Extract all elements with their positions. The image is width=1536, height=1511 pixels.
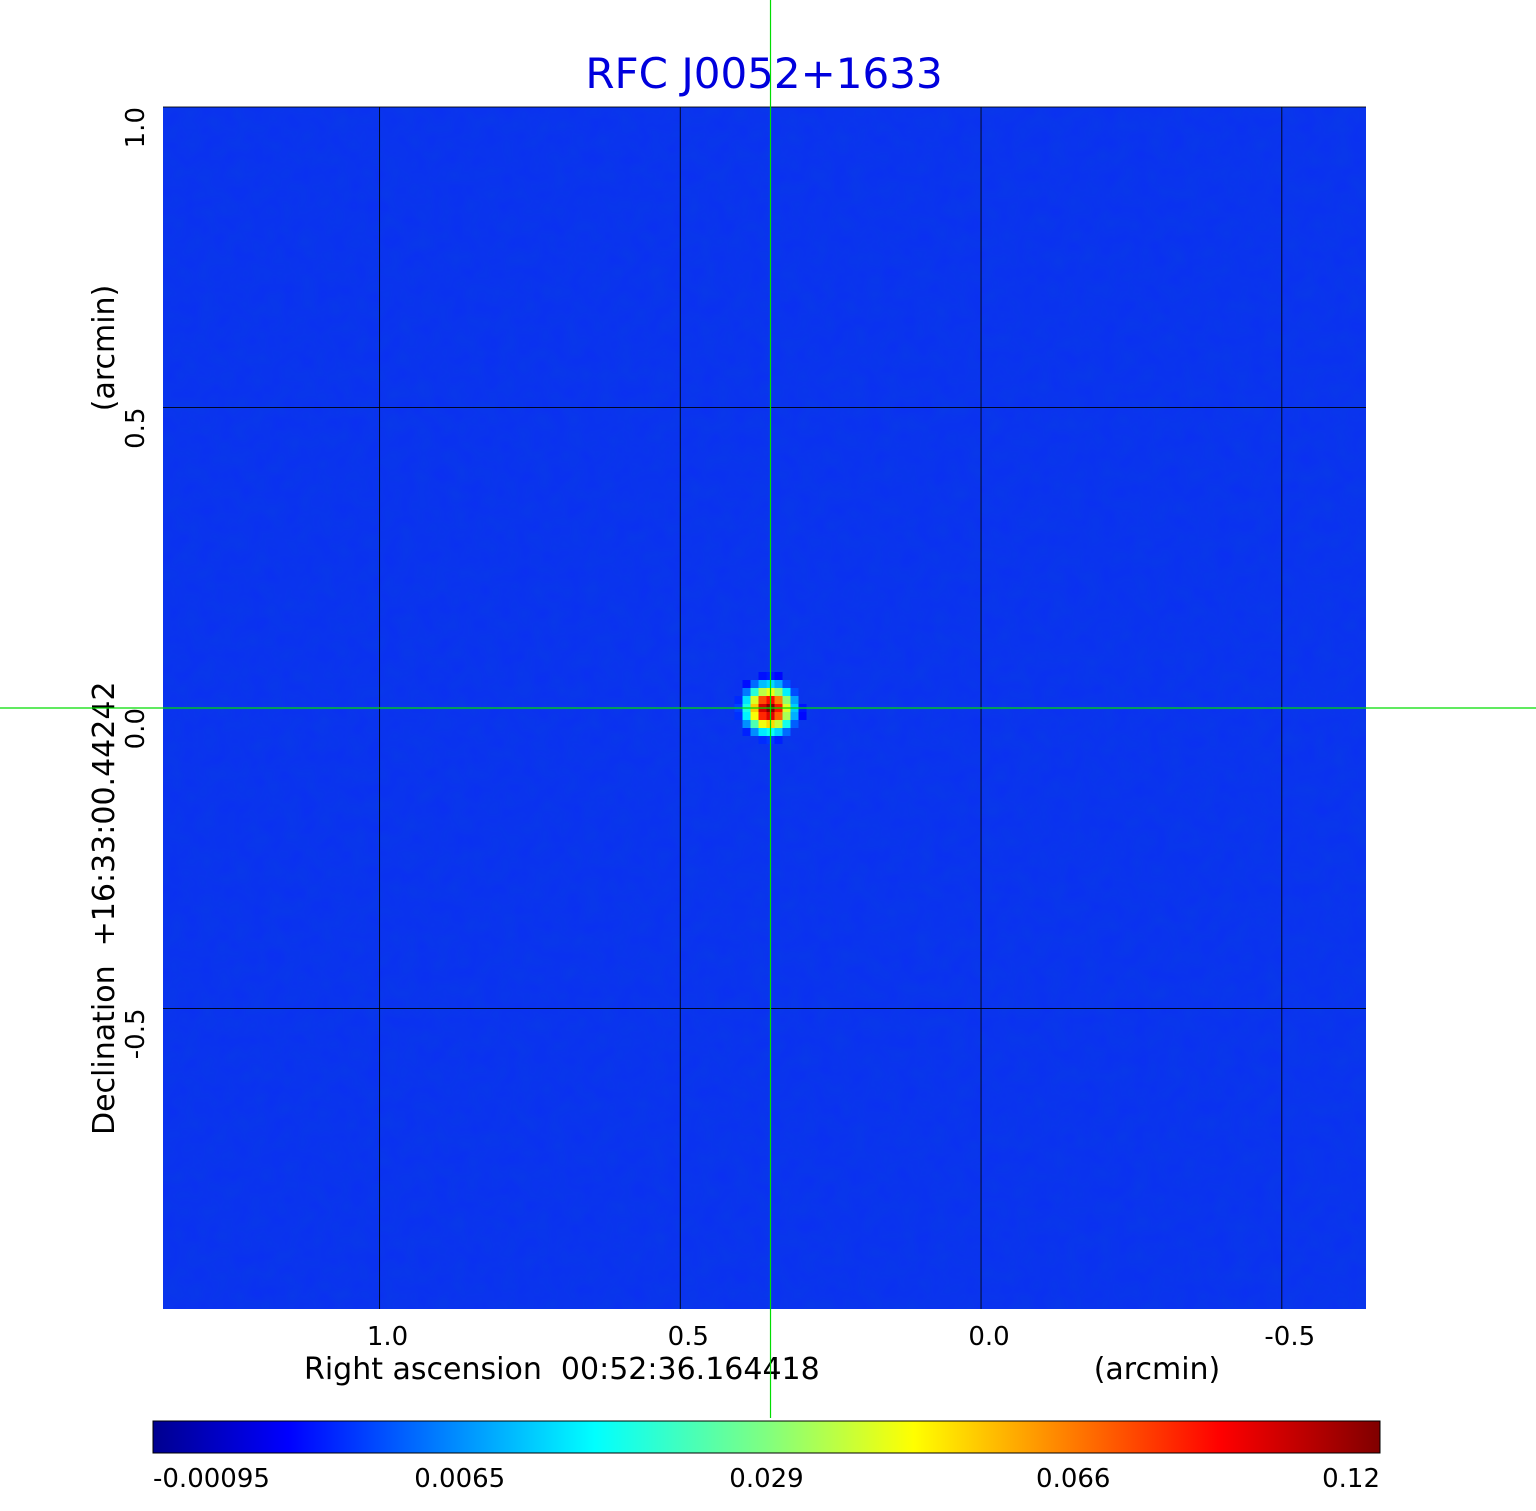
source-pixel: [774, 680, 783, 688]
source-pixel: [750, 728, 759, 736]
x-tick-label: 1.0: [367, 1322, 408, 1352]
source-pixel: [782, 696, 791, 704]
colorbar-tick-label: 0.12: [1322, 1464, 1380, 1494]
y-axis-label: Declination +16:33:00.44242: [87, 681, 122, 1135]
source-pixel: [774, 712, 783, 720]
source-pixel: [758, 680, 767, 688]
source-pixel: [782, 680, 791, 688]
source-pixel: [790, 720, 799, 728]
source-pixel: [774, 736, 783, 744]
source-pixel: [750, 688, 759, 696]
x-tick-labels: 1.0 0.5 0.0 -0.5: [367, 1322, 1315, 1352]
source-pixel: [758, 712, 767, 720]
x-tick-label: 0.5: [668, 1322, 709, 1352]
source-pixel: [750, 712, 759, 720]
y-tick-label: -0.5: [121, 1009, 151, 1060]
source-pixel: [750, 680, 759, 688]
source-pixel: [798, 712, 807, 720]
y-tick-labels: 1.0 0.5 0.0 -0.5: [121, 107, 151, 1059]
source-pixel: [734, 712, 743, 720]
source-pixel: [742, 712, 751, 720]
source-pixel: [742, 688, 751, 696]
source-pixel: [790, 696, 799, 704]
crosshair: [0, 0, 1536, 1418]
chart-title: RFC J0052+1633: [585, 49, 942, 98]
source-pixel: [774, 696, 783, 704]
y-tick-label: 0.5: [121, 408, 151, 449]
source-pixel: [774, 672, 783, 680]
y-tick-label: 0.0: [121, 708, 151, 749]
y-axis-unit: (arcmin): [87, 285, 122, 412]
source-pixel: [782, 728, 791, 736]
source-pixel: [750, 696, 759, 704]
colorbar: -0.00095 0.0065 0.029 0.066 0.12: [152, 1420, 1381, 1494]
source-pixel: [750, 720, 759, 728]
y-tick-label: 1.0: [121, 107, 151, 148]
source-pixel: [758, 728, 767, 736]
source-pixel: [790, 712, 799, 720]
colorbar-tick-label: 0.029: [729, 1464, 803, 1494]
source-pixel: [758, 688, 767, 696]
colorbar-ticks: -0.00095 0.0065 0.029 0.066 0.12: [153, 1464, 1380, 1494]
source-pixel: [782, 688, 791, 696]
x-tick-label: -0.5: [1264, 1322, 1315, 1352]
source-pixel: [758, 672, 767, 680]
source-pixel: [782, 720, 791, 728]
colorbar-tick-label: 0.0065: [414, 1464, 505, 1494]
source-pixel: [758, 696, 767, 704]
source-pixel: [742, 680, 751, 688]
source-pixel: [758, 720, 767, 728]
colorbar-tick-label: 0.066: [1036, 1464, 1110, 1494]
source-pixel: [742, 696, 751, 704]
x-axis-unit: (arcmin): [1094, 1352, 1221, 1387]
source-pixel: [758, 736, 767, 744]
source-pixel: [774, 688, 783, 696]
source-pixel: [734, 696, 743, 704]
source-pixel: [782, 712, 791, 720]
source-pixel: [742, 720, 751, 728]
source-pixel: [790, 688, 799, 696]
x-axis-label: Right ascension 00:52:36.164418: [304, 1352, 820, 1387]
source-pixel: [742, 728, 751, 736]
colorbar-gradient: [152, 1420, 1381, 1454]
source-pixel: [774, 720, 783, 728]
colorbar-tick-label: -0.00095: [153, 1464, 270, 1494]
source-pixel: [774, 728, 783, 736]
x-tick-label: 0.0: [968, 1322, 1009, 1352]
